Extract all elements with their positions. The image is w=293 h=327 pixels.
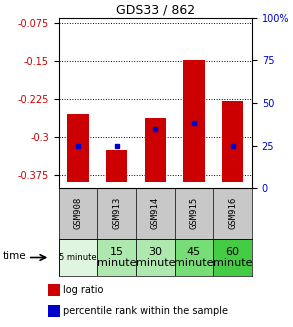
Bar [67, 114, 88, 182]
Bar [97, 239, 136, 276]
Text: 30
minute: 30 minute [136, 247, 175, 268]
Bar [59, 239, 97, 276]
Text: GSM915: GSM915 [190, 197, 198, 230]
Text: 60
minute: 60 minute [213, 247, 252, 268]
Bar [48, 305, 59, 317]
Bar [213, 239, 252, 276]
Text: GSM913: GSM913 [112, 197, 121, 230]
Text: log ratio: log ratio [63, 285, 103, 295]
Bar [222, 101, 243, 182]
Text: 45
minute: 45 minute [174, 247, 214, 268]
Bar [183, 60, 205, 182]
Text: 5 minute: 5 minute [59, 253, 97, 262]
Text: percentile rank within the sample: percentile rank within the sample [63, 306, 228, 316]
Title: GDS33 / 862: GDS33 / 862 [116, 4, 195, 17]
Bar [136, 239, 175, 276]
Text: GSM908: GSM908 [74, 197, 82, 230]
Bar [106, 150, 127, 182]
Text: 15
minute: 15 minute [97, 247, 136, 268]
Bar [145, 118, 166, 182]
Text: GSM916: GSM916 [228, 197, 237, 230]
Bar [175, 239, 213, 276]
Text: GSM914: GSM914 [151, 197, 160, 230]
Bar [48, 284, 59, 296]
Text: time: time [3, 251, 27, 261]
